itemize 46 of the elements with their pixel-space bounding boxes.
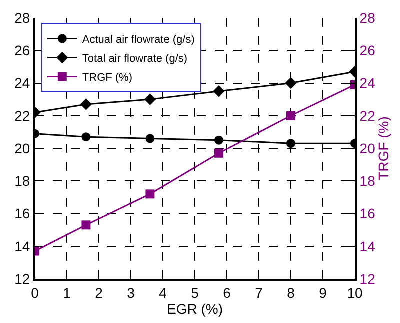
y2-tick-label: 26 xyxy=(360,42,376,59)
legend-label: Total air flowrate (g/s) xyxy=(82,53,188,66)
y2-tick-label: 20 xyxy=(360,140,376,156)
point xyxy=(82,132,91,142)
legend-label: Actual air flowrate (g/s) xyxy=(82,34,195,46)
x-tick-label: 0 xyxy=(31,284,40,301)
y-tick-label: 24 xyxy=(14,75,30,92)
legend-label: TRGF (%) xyxy=(82,72,133,84)
x-tick-label: 10 xyxy=(347,284,363,301)
y-tick-label: 14 xyxy=(14,238,30,254)
y2-tick-label: 14 xyxy=(360,238,376,254)
y2-tick-label: 28 xyxy=(360,10,376,26)
point xyxy=(144,94,156,106)
point xyxy=(213,86,225,98)
x-tick-label: 9 xyxy=(319,284,328,301)
point xyxy=(80,98,92,110)
point xyxy=(146,190,155,199)
y2-tick-label: 24 xyxy=(360,75,376,92)
x-tick-label: 4 xyxy=(159,284,168,301)
x-tick-label: 7 xyxy=(255,284,264,301)
y2-tick-label: 16 xyxy=(360,206,376,222)
x-tick-label: 5 xyxy=(191,284,200,301)
point xyxy=(286,139,296,148)
x-tick-label: 6 xyxy=(223,284,232,301)
y2-tick-label: 22 xyxy=(360,108,376,124)
y-tick-label: 12 xyxy=(14,270,30,287)
x-tick-label: 2 xyxy=(95,284,104,301)
point xyxy=(286,111,296,120)
point xyxy=(214,148,224,158)
y2-axis-title: TRGF (%) xyxy=(376,116,392,180)
y2-tick-label: 18 xyxy=(360,173,376,190)
point xyxy=(146,134,155,144)
point xyxy=(214,136,224,145)
x-tick-label: 1 xyxy=(63,284,72,301)
x-tick-label: 8 xyxy=(287,284,296,301)
x-axis-title: EGR (%) xyxy=(167,300,223,317)
y-tick-label: 18 xyxy=(14,173,30,190)
x-tick-label: 3 xyxy=(127,284,136,301)
y-tick-label: 20 xyxy=(14,140,30,156)
y-tick-label: 22 xyxy=(14,108,30,124)
y-tick-label: 16 xyxy=(14,206,30,222)
y-tick-label: 28 xyxy=(14,10,30,26)
point xyxy=(285,77,297,90)
y2-tick-label: 12 xyxy=(360,270,376,287)
point xyxy=(82,220,91,230)
y-tick-label: 26 xyxy=(14,42,30,59)
